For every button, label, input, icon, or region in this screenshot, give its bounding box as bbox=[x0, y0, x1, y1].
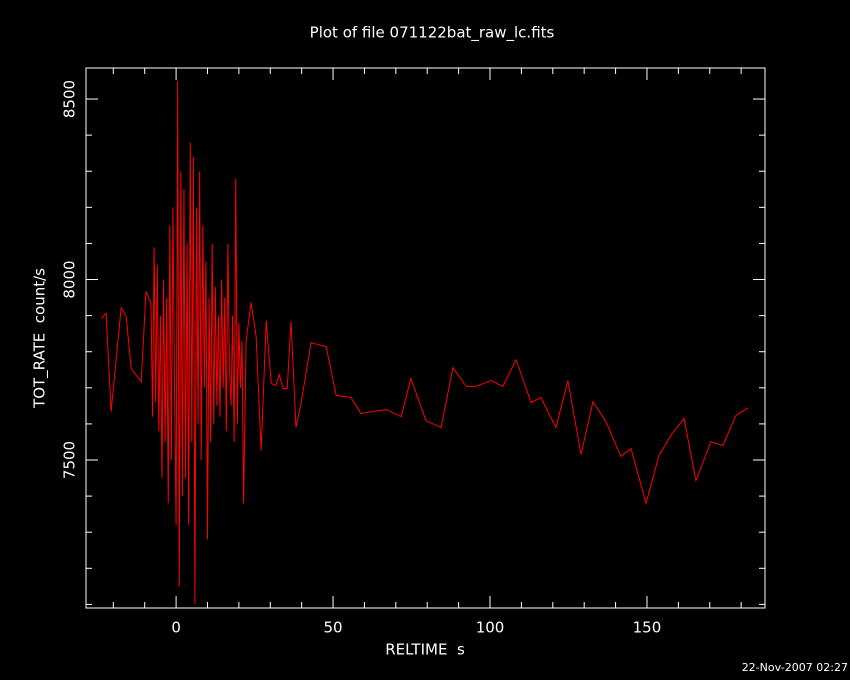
y-tick-label: 8500 bbox=[61, 80, 79, 118]
plot-frame bbox=[85, 67, 766, 609]
y-axis-label: TOT_RATE count/s bbox=[31, 268, 50, 409]
light-curve bbox=[100, 80, 749, 605]
x-tick-label: 0 bbox=[171, 619, 181, 637]
timestamp: 22-Nov-2007 02:27 bbox=[742, 661, 848, 674]
x-axis-label: RELTIME s bbox=[385, 641, 465, 659]
x-tick-label: 50 bbox=[324, 619, 343, 637]
x-tick-label: 100 bbox=[476, 619, 505, 637]
y-tick-label: 8000 bbox=[61, 260, 79, 298]
y-tick-label: 7500 bbox=[61, 441, 79, 479]
chart-title: Plot of file 071122bat_raw_lc.fits bbox=[310, 24, 555, 43]
x-tick-label: 150 bbox=[633, 619, 662, 637]
